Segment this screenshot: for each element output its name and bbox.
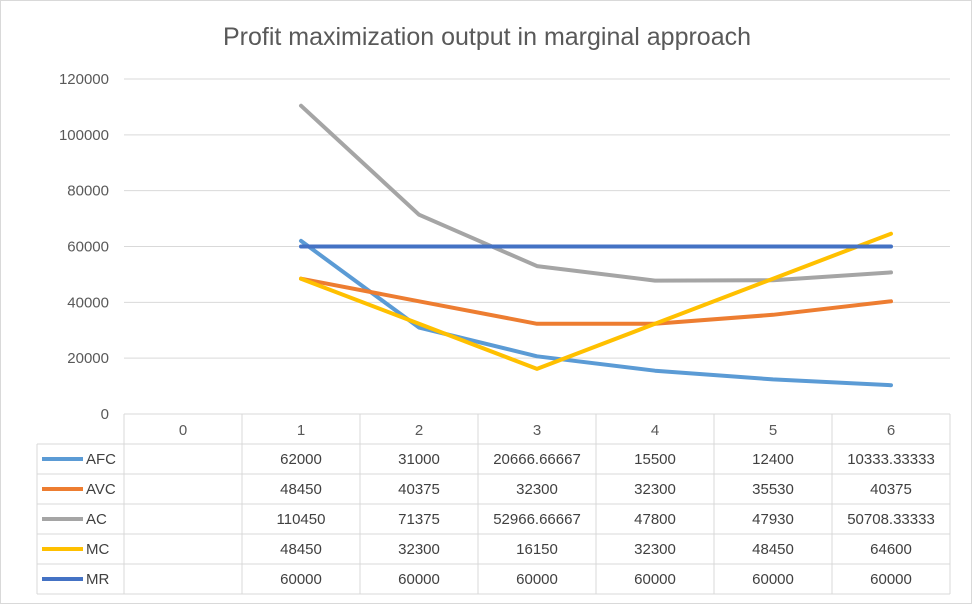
table-cell: 15500 — [634, 451, 676, 468]
table-cell: 71375 — [398, 511, 440, 528]
table-cell: 40375 — [870, 481, 912, 498]
y-tick-label: 60000 — [67, 239, 109, 256]
table-cell: 48450 — [280, 481, 322, 498]
table-cell: 60000 — [870, 571, 912, 588]
x-category-label: 2 — [415, 422, 423, 439]
legend-label-mr: MR — [86, 571, 109, 588]
table-cell: 12400 — [752, 451, 794, 468]
y-tick-label: 0 — [101, 406, 109, 423]
table-cell: 110450 — [277, 511, 326, 528]
y-tick-label: 100000 — [59, 127, 109, 144]
series-lines — [299, 103, 893, 388]
table-cell: 48450 — [280, 541, 322, 558]
table-cell: 60000 — [634, 571, 676, 588]
data-table: 0 1 2 3 4 5 6 AFC 62000 31000 20666.66667 15500 1240… — [36, 413, 951, 595]
table-cell: 32300 — [634, 481, 676, 498]
y-tick-label: 40000 — [67, 294, 109, 311]
table-cell: 52966.66667 — [493, 511, 581, 528]
table-cell: 47930 — [752, 511, 794, 528]
series-line-afc — [299, 238, 893, 388]
y-tick-label: 120000 — [59, 71, 109, 88]
table-cell: 32300 — [516, 481, 558, 498]
table-cell: 40375 — [398, 481, 440, 498]
y-axis: 0 20000 40000 60000 80000 100000 120000 — [59, 71, 109, 423]
table-cell: 31000 — [398, 451, 440, 468]
table-cell: 16150 — [516, 541, 558, 558]
table-cell: 50708.33333 — [847, 511, 935, 528]
table-cell: 32300 — [634, 541, 676, 558]
legend-label-mc: MC — [86, 541, 109, 558]
x-category-label: 6 — [887, 422, 895, 439]
table-cell: 60000 — [516, 571, 558, 588]
table-cell: 64600 — [870, 541, 912, 558]
y-gridlines — [124, 78, 950, 415]
x-category-label: 0 — [179, 422, 187, 439]
table-cell: 60000 — [280, 571, 322, 588]
table-cell: 32300 — [398, 541, 440, 558]
series-line-mc — [299, 231, 893, 371]
table-cell: 60000 — [752, 571, 794, 588]
table-cell: 10333.33333 — [847, 451, 935, 468]
series-line-avc — [299, 276, 893, 326]
chart-title: Profit maximization output in marginal a… — [223, 23, 751, 51]
table-cell: 35530 — [752, 481, 794, 498]
x-category-label: 3 — [533, 422, 541, 439]
x-category-label: 1 — [297, 422, 305, 439]
legend-label-ac: AC — [86, 511, 107, 528]
table-cell: 60000 — [398, 571, 440, 588]
x-category-label: 5 — [769, 422, 777, 439]
table-cell: 20666.66667 — [493, 451, 581, 468]
table-cell: 48450 — [752, 541, 794, 558]
legend-label-afc: AFC — [86, 451, 116, 468]
x-category-label: 4 — [651, 422, 659, 439]
y-tick-label: 20000 — [67, 350, 109, 367]
y-tick-label: 80000 — [67, 183, 109, 200]
table-cell: 62000 — [280, 451, 322, 468]
table-cell: 47800 — [634, 511, 676, 528]
legend-label-avc: AVC — [86, 481, 116, 498]
series-line-ac — [299, 103, 893, 283]
